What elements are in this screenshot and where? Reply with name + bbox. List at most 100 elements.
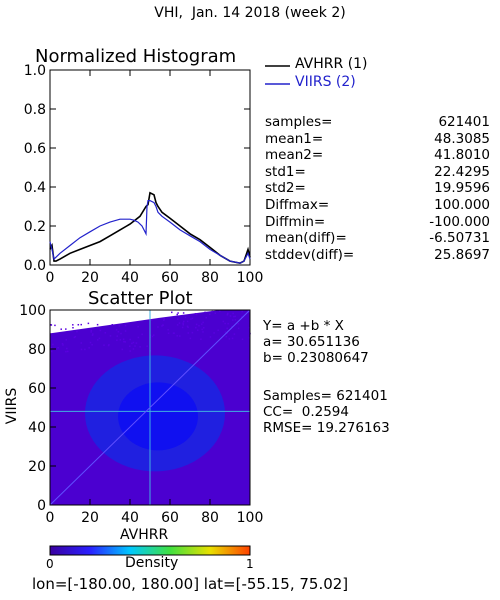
histogram-ytick-label: 0.0 xyxy=(24,258,46,274)
scatter-point xyxy=(176,313,178,316)
scatter-point xyxy=(214,312,217,314)
scatter-point xyxy=(117,330,120,333)
stat-label: stddev(diff)= xyxy=(265,246,355,263)
scatter-point xyxy=(213,332,215,334)
scatter-point xyxy=(104,332,107,334)
scatter-xtick-label: 100 xyxy=(237,510,264,526)
legend-label-series1: AVHRR (1) xyxy=(295,56,368,72)
scatter-ylabel: VIIRS xyxy=(4,387,21,425)
scatter-point xyxy=(91,343,93,346)
scatter-point xyxy=(52,343,54,346)
stat-value: -6.50731 xyxy=(429,230,490,247)
scatter-point xyxy=(118,325,121,327)
scatter-point xyxy=(77,323,80,326)
scatter-point xyxy=(241,316,243,318)
stat-value: 100.000 xyxy=(434,197,490,213)
stat-value: 22.4295 xyxy=(434,163,490,180)
scatter-point xyxy=(200,338,202,340)
stat-label: Diffmax= xyxy=(265,197,330,213)
scatter-point xyxy=(181,326,184,329)
scatter-point xyxy=(229,315,232,317)
scatter-point xyxy=(50,347,52,349)
scatter-point xyxy=(224,331,227,333)
scatter-point xyxy=(227,322,229,325)
scatter-point xyxy=(129,350,131,352)
stat-label: mean1= xyxy=(265,130,324,147)
scatter-point xyxy=(137,325,139,328)
scatter-point xyxy=(228,338,231,340)
scatter-point xyxy=(217,329,219,332)
histogram-ytick-label: 0.6 xyxy=(24,141,46,157)
scatter-point xyxy=(232,312,234,315)
scatter-point xyxy=(202,331,204,333)
scatter-point xyxy=(234,315,236,318)
histogram-ytick-label: 1.0 xyxy=(24,63,46,79)
scatter-point xyxy=(163,319,165,321)
scatter-point xyxy=(233,315,235,318)
scatter-point xyxy=(226,327,228,330)
scatter-point xyxy=(109,335,112,337)
scatter-point xyxy=(111,324,114,326)
scatter-point xyxy=(178,322,181,324)
scatter-point xyxy=(222,320,225,323)
scatter-ytick-label: 0 xyxy=(37,498,46,514)
scatter-frame xyxy=(49,309,251,506)
histogram-series-1-line xyxy=(49,191,251,264)
scatter-point xyxy=(132,348,135,350)
histogram-series-2-line xyxy=(49,200,251,264)
scatter-point xyxy=(183,320,185,323)
scatter-point xyxy=(219,310,221,312)
scatter-point xyxy=(65,339,68,341)
scatter-point xyxy=(196,329,199,331)
scatter-point xyxy=(167,328,169,331)
scatter-point xyxy=(98,337,101,340)
stat-value: 48.3085 xyxy=(434,130,490,147)
stat-label: Diffmin= xyxy=(265,213,326,230)
scatter-point xyxy=(152,334,155,336)
scatter-point xyxy=(202,321,204,324)
scatter-point xyxy=(187,326,189,329)
scatter-point xyxy=(50,324,53,326)
scatter-point xyxy=(99,329,102,332)
scatter-point xyxy=(146,345,148,347)
scatter-point xyxy=(171,311,173,314)
scatter-point xyxy=(124,341,126,343)
scatter-point xyxy=(232,319,234,321)
scatter-point xyxy=(66,350,69,353)
scatter-point xyxy=(241,338,244,341)
scatter-point xyxy=(122,338,125,341)
stat-label: std1= xyxy=(265,163,306,180)
scatter-point xyxy=(211,310,214,313)
histogram-ytick-label: 0.8 xyxy=(24,102,46,118)
scatter-point xyxy=(233,333,236,335)
scatter-point xyxy=(135,342,138,344)
scatter-point xyxy=(151,335,154,338)
scatter-point xyxy=(198,324,200,327)
histogram-xtick-label: 40 xyxy=(121,270,139,286)
scatter-point xyxy=(120,332,122,335)
scatter-point xyxy=(131,342,133,345)
scatter-point xyxy=(226,332,228,334)
scatter-point xyxy=(116,335,119,337)
scatter-chart: 0 20 40 60 80 100 0 20 40 60 80 100 xyxy=(19,303,263,526)
scatter-point xyxy=(237,327,240,330)
stat-value: 19.9596 xyxy=(434,180,490,197)
scatter-point xyxy=(123,340,125,343)
scatter-point xyxy=(176,335,178,337)
scatter-point xyxy=(184,316,187,319)
scatter-ytick-label: 40 xyxy=(28,420,46,436)
scatter-point xyxy=(224,322,226,325)
scatter-point xyxy=(139,346,141,348)
scatter-point xyxy=(195,326,197,329)
scatter-point xyxy=(103,344,105,346)
histogram-ytick-label: 0.4 xyxy=(24,180,46,196)
stat-value: 25.8697 xyxy=(434,246,490,263)
scatter-point xyxy=(90,329,93,332)
stat-label: std2= xyxy=(265,180,306,197)
scatter-point xyxy=(65,328,67,330)
scatter-point xyxy=(182,323,185,326)
regression-a: a= 30.651136 xyxy=(263,334,360,350)
scatter-title: Scatter Plot xyxy=(88,288,193,309)
scatter-point xyxy=(173,332,175,334)
